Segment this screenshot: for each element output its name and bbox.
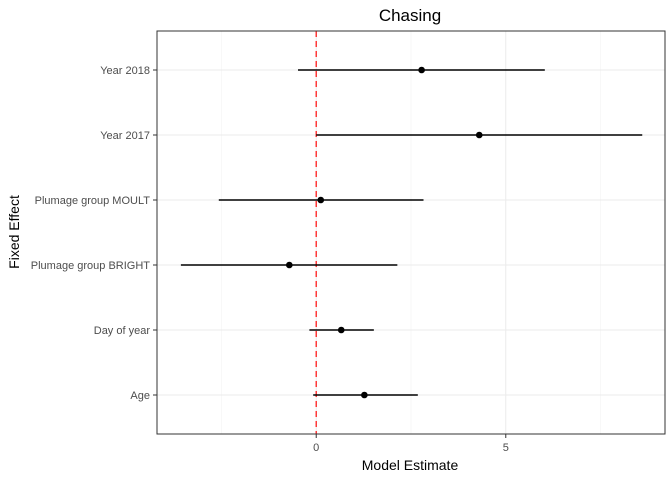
estimate-point	[317, 196, 325, 204]
estimate-point	[286, 261, 293, 269]
axes: 0 5 Age Day of year Plumage group BRIGHT Plum…	[31, 65, 509, 454]
estimate-point	[418, 66, 425, 74]
y-tick-label: Plumage group MOULT	[35, 195, 151, 207]
plot-panel	[156, 30, 666, 435]
y-tick-label: Age	[130, 390, 150, 402]
x-tick-label: 0	[313, 442, 319, 454]
estimate-point	[337, 326, 345, 334]
x-axis-title: Model Estimate	[362, 457, 459, 473]
grid	[157, 31, 665, 434]
x-tick-label: 5	[503, 442, 509, 454]
y-tick-label: Year 2018	[100, 65, 150, 77]
y-tick-label: Plumage group BRIGHT	[31, 260, 150, 272]
estimate-point	[475, 131, 483, 139]
y-tick-label: Day of year	[94, 325, 151, 337]
y-tick-label: Year 2017	[100, 130, 150, 142]
chart-title: Chasing	[379, 6, 441, 25]
y-axis-title: Fixed Effect	[6, 195, 22, 269]
estimate-point	[361, 391, 368, 399]
data-marks	[180, 31, 643, 434]
